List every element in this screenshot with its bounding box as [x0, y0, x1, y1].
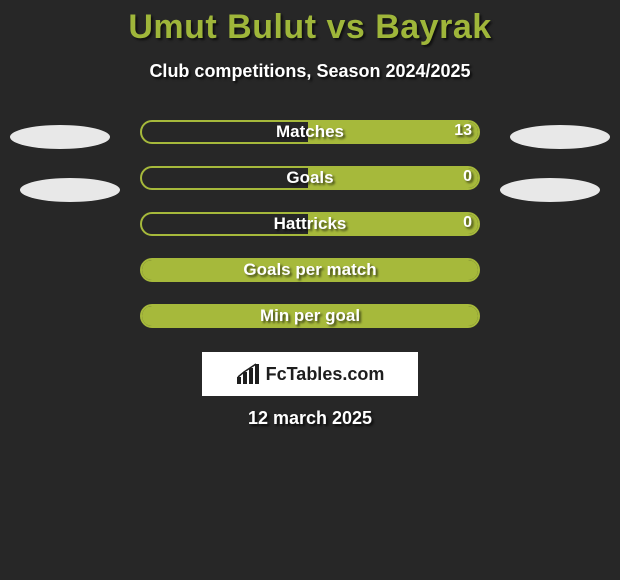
stat-row: Min per goal [0, 304, 620, 350]
date-label: 12 march 2025 [0, 408, 620, 429]
comparison-card: Umut Bulut vs Bayrak Club competitions, … [0, 0, 620, 580]
stat-row: Goals0 [0, 166, 620, 212]
page-title: Umut Bulut vs Bayrak [0, 0, 620, 47]
stat-bar-track [140, 212, 480, 236]
bars-icon [236, 363, 260, 385]
stat-row: Matches13 [0, 120, 620, 166]
stat-rows: Matches13Goals0Hattricks0Goals per match… [0, 120, 620, 350]
source-logo: FcTables.com [202, 352, 418, 396]
stat-bar-fill-right [308, 306, 478, 326]
stat-bar-fill-right [308, 260, 478, 280]
stat-row: Hattricks0 [0, 212, 620, 258]
stat-bar-fill-left [142, 306, 312, 326]
stat-bar-fill-right [308, 214, 478, 234]
stat-bar-fill-left [142, 260, 312, 280]
stat-bar-fill-right [308, 168, 478, 188]
stat-bar-fill-right [308, 122, 478, 142]
stat-row: Goals per match [0, 258, 620, 304]
stat-bar-track [140, 258, 480, 282]
stat-bar-track [140, 304, 480, 328]
stat-bar-track [140, 166, 480, 190]
source-logo-text: FcTables.com [266, 364, 385, 385]
stat-bar-track [140, 120, 480, 144]
page-subtitle: Club competitions, Season 2024/2025 [0, 61, 620, 82]
